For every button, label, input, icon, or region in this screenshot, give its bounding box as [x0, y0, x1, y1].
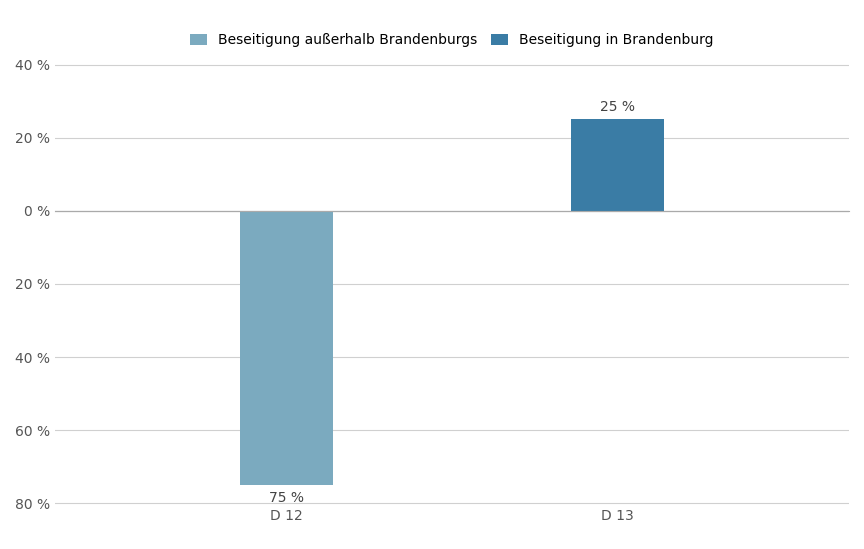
Bar [571, 119, 664, 211]
Text: D 13: D 13 [601, 509, 634, 523]
Bar [240, 211, 333, 485]
Text: D 12: D 12 [270, 509, 303, 523]
Legend: Beseitigung außerhalb Brandenburgs, Beseitigung in Brandenburg: Beseitigung außerhalb Brandenburgs, Bese… [187, 29, 718, 52]
Text: 25 %: 25 % [600, 100, 635, 114]
Text: 75 %: 75 % [269, 491, 304, 505]
